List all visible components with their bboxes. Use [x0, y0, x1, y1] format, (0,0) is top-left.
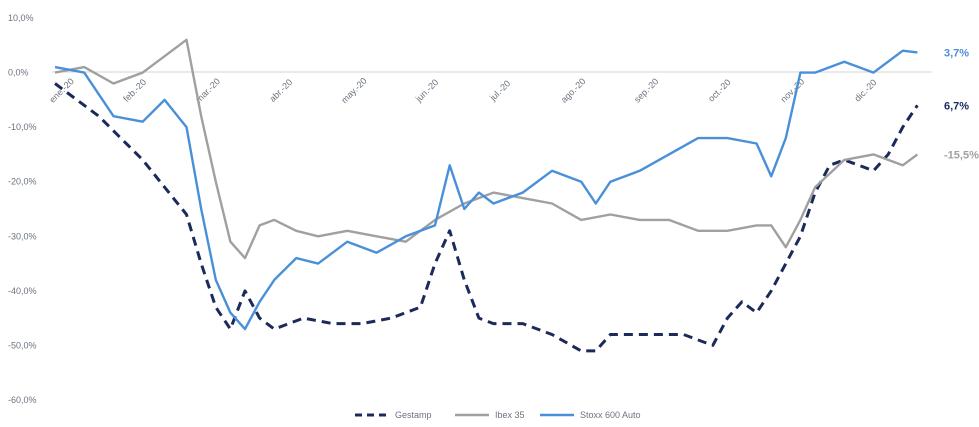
series-line-stoxx-600-auto: [54, 49, 918, 331]
series-line-gestamp: [54, 82, 919, 353]
series-end-label: -15,5%: [944, 149, 979, 161]
y-tick-label: -30,0%: [8, 231, 37, 241]
y-axis: 10,0% 0,0% -10,0% -20,0% -30,0% -40,0% -50,0% -…: [8, 13, 37, 405]
x-tick-label: ene.-20: [47, 76, 76, 105]
y-tick-label: -60,0%: [8, 395, 37, 405]
y-tick-label: 0,0%: [8, 68, 29, 78]
y-tick-label: -50,0%: [8, 340, 37, 350]
y-tick-label: -20,0%: [8, 177, 37, 187]
legend-label: Ibex 35: [495, 410, 525, 420]
x-tick-label: jun.-20: [413, 77, 440, 104]
x-tick-label: oct.-20: [706, 77, 733, 104]
legend-label: Stoxx 600 Auto: [580, 410, 641, 420]
series-end-label: 6,7%: [944, 100, 969, 112]
x-tick-label: abr.-20: [267, 77, 294, 104]
x-axis: ene.-20 feb.-20 mar.-20 abr.-20 may.-20 jun.-…: [47, 76, 878, 106]
x-tick-label: dic.-20: [852, 77, 878, 103]
x-tick-label: may.-20: [339, 76, 369, 106]
y-tick-label: -40,0%: [8, 286, 37, 296]
x-tick-label: nov.-20: [779, 77, 807, 105]
x-tick-label: ago.-20: [559, 76, 588, 105]
legend-label: Gestamp: [395, 410, 432, 420]
x-tick-label: feb.-20: [121, 77, 148, 104]
series-end-label: 3,7%: [944, 47, 969, 59]
x-tick-label: jul.-20: [487, 78, 512, 103]
series-line-ibex-35: [54, 38, 919, 260]
legend: Gestamp Ibex 35 Stoxx 600 Auto: [355, 410, 641, 420]
series-layer: [54, 38, 919, 353]
y-tick-label: -10,0%: [8, 122, 37, 132]
x-tick-label: sep.-20: [632, 76, 660, 104]
end-labels: 6,7% -15,5% 3,7%: [944, 47, 979, 161]
y-tick-label: 10,0%: [8, 13, 34, 23]
